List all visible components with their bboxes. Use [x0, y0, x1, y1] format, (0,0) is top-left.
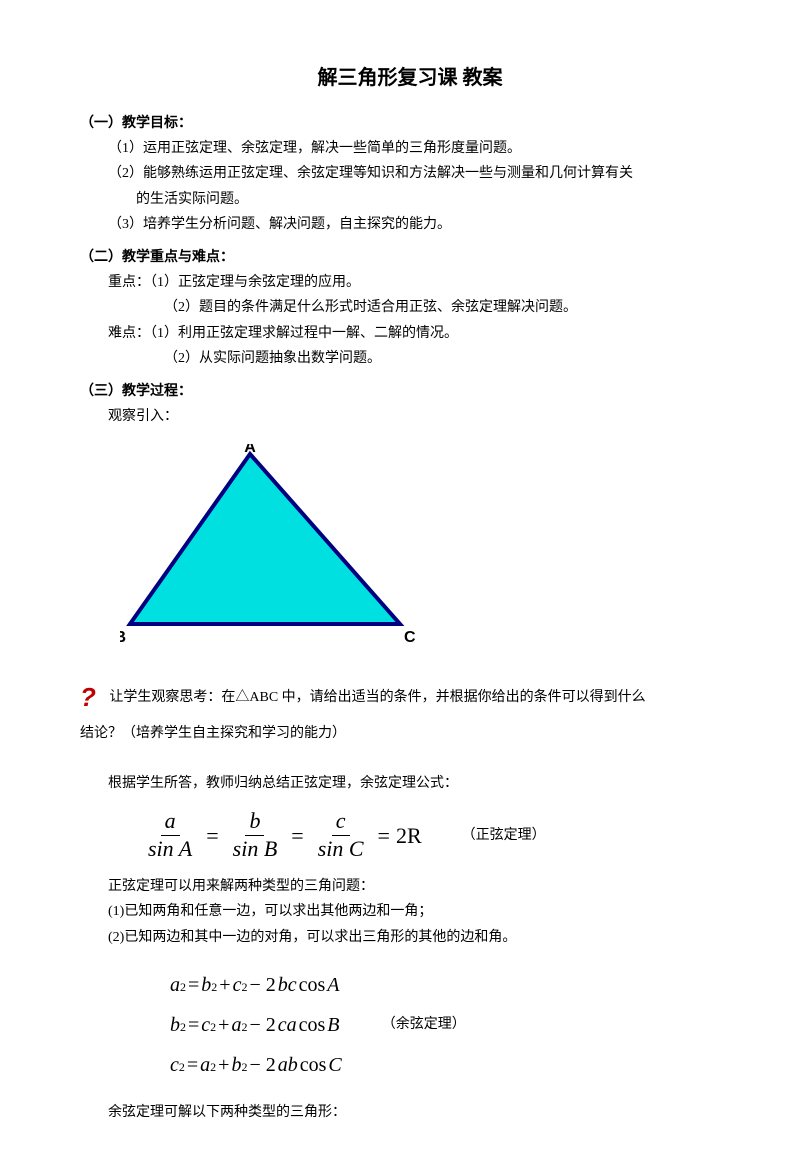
eq-sign: = — [378, 816, 390, 856]
page-title: 解三角形复习课 教案 — [80, 60, 740, 96]
sine-den-a: sin A — [144, 836, 196, 862]
sine-use-2: (2)已知两边和其中一边的对角，可以求出三角形的其他的边和角。 — [80, 925, 740, 950]
vertex-b-label: B — [120, 629, 126, 646]
cos-caption: （余弦定理） — [382, 1012, 466, 1037]
eq-sign: = — [206, 816, 218, 856]
cos-line-3: c2 = a2 + b2 − 2ab cos C — [170, 1045, 342, 1085]
sine-rhs: 2R — [396, 816, 422, 856]
vertex-a-label: A — [244, 444, 256, 456]
sine-num-c: c — [332, 808, 350, 835]
vertex-c-label: C — [404, 629, 416, 646]
observe-intro: 观察引入： — [80, 404, 740, 429]
section-2-head: （二）教学重点与难点： — [80, 245, 740, 270]
sine-use-head: 正弦定理可以用来解两种类型的三角问题： — [80, 874, 740, 899]
sine-num-a: a — [161, 808, 180, 835]
triangle-shape — [130, 454, 400, 624]
sine-num-b: b — [245, 808, 264, 835]
sine-use-1: (1)已知两角和任意一边，可以求出其他两边和一角； — [80, 899, 740, 924]
goal-2a: （2）能够熟练运用正弦定理、余弦定理等知识和方法解决一些与测量和几何计算有关 — [80, 161, 740, 186]
eq-sign: = — [291, 816, 303, 856]
question-text-2: 结论？（培养学生自主探究和学习的能力） — [80, 721, 740, 746]
goal-2b: 的生活实际问题。 — [80, 187, 740, 212]
question-mark-icon: ? — [80, 674, 96, 721]
sine-den-c: sin C — [314, 836, 368, 862]
cos-line-2: b2 = c2 + a2 − 2ca cos B — [170, 1005, 342, 1045]
cos-use-head: 余弦定理可解以下两种类型的三角形： — [80, 1100, 740, 1125]
sine-rule-formula: asin A = bsin B = csin C = 2R （正弦定理） — [140, 808, 740, 862]
triangle-diagram: A B C — [120, 444, 440, 654]
goal-1: （1）运用正弦定理、余弦定理，解决一些简单的三角形度量问题。 — [80, 136, 740, 161]
keypoint-1: 重点：（1）正弦定理与余弦定理的应用。 — [80, 270, 740, 295]
question-text-1: 让学生观察思考：在△ABC 中，请给出适当的条件，并根据你给出的条件可以得到什么 — [109, 690, 645, 705]
summary-line: 根据学生所答，教师归纳总结正弦定理，余弦定理公式： — [80, 771, 740, 796]
sine-den-b: sin B — [229, 836, 282, 862]
difficulty-2: （2）从实际问题抽象出数学问题。 — [80, 346, 740, 371]
section-3-head: （三）教学过程： — [80, 379, 740, 404]
question-block: ? 让学生观察思考：在△ABC 中，请给出适当的条件，并根据你给出的条件可以得到… — [80, 674, 740, 721]
difficulty-1: 难点：（1）利用正弦定理求解过程中一解、二解的情况。 — [80, 321, 740, 346]
cosine-rule-formula: a2 = b2 + c2 − 2bc cos A b2 = c2 + a2 − … — [170, 965, 342, 1085]
goal-3: （3）培养学生分析问题、解决问题，自主探究的能力。 — [80, 212, 740, 237]
cos-line-1: a2 = b2 + c2 − 2bc cos A — [170, 965, 342, 1005]
keypoint-2: （2）题目的条件满足什么形式时适合用正弦、余弦定理解决问题。 — [80, 295, 740, 320]
sine-caption: （正弦定理） — [462, 823, 546, 848]
section-1-head: （一）教学目标： — [80, 111, 740, 136]
